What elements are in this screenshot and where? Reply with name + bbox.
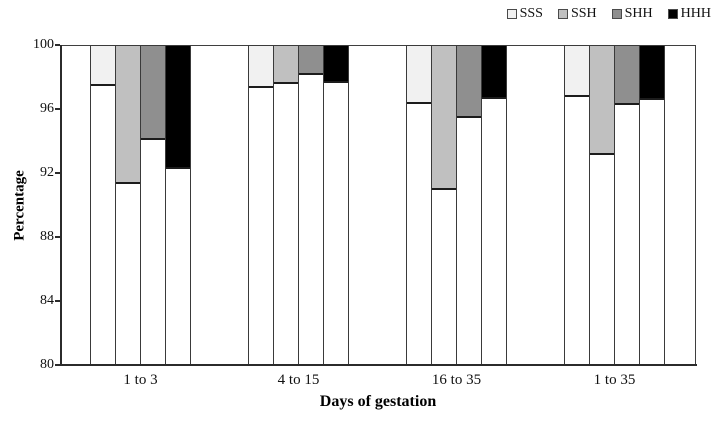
x-axis-title: Days of gestation [319,393,437,410]
bar-hhh-1-to-35 [639,45,665,366]
bar-fill-hhh [166,46,190,170]
bar-fill-shh [457,46,481,118]
bar-fill-ssh [116,46,140,184]
legend-item-shh: SHH [611,6,653,21]
y-tick-mark [55,108,60,110]
y-tick-label-80: 80 [40,357,54,372]
y-tick-mark [55,44,60,46]
legend-item-hhh: HHH [667,6,711,21]
bar-fill-sss [565,46,589,98]
x-category-label-4-to-15: 4 to 15 [277,372,320,388]
legend-swatch-icon [557,9,568,19]
bar-hhh-1-to-3 [165,45,191,366]
legend-item-ssh: SSH [557,6,597,21]
y-tick-label-92: 92 [40,165,54,180]
bar-fill-shh [299,46,323,75]
x-category-label-1-to-3: 1 to 3 [123,372,158,388]
bar-shh-1-to-35 [614,45,640,366]
bar-hhh-4-to-15 [323,45,349,366]
legend-label: SSS [519,6,543,21]
bar-ssh-1-to-35 [589,45,615,366]
bar-fill-ssh [432,46,456,190]
bar-fill-shh [615,46,639,106]
bar-shh-4-to-15 [298,45,324,366]
bar-sss-16-to-35 [406,45,432,366]
bar-sss-4-to-15 [248,45,274,366]
legend-item-sss: SSS [506,6,543,21]
bar-ssh-4-to-15 [273,45,299,366]
y-tick-mark [55,172,60,174]
x-axis-line [60,364,697,366]
bar-shh-1-to-3 [140,45,166,366]
bar-fill-hhh [640,46,664,101]
legend-label: SSH [570,6,597,21]
bar-shh-16-to-35 [456,45,482,366]
x-category-label-1-to-35: 1 to 35 [593,372,636,388]
legend-swatch-icon [506,9,517,19]
bar-fill-ssh [590,46,614,155]
bar-fill-ssh [274,46,298,85]
y-tick-mark [55,236,60,238]
y-tick-label-96: 96 [40,101,54,116]
y-tick-label-88: 88 [40,229,54,244]
plot-area [61,45,696,366]
bar-fill-shh [141,46,165,141]
y-tick-label-100: 100 [33,37,54,52]
bar-fill-sss [249,46,273,88]
bar-fill-sss [91,46,115,86]
bar-fill-hhh [324,46,348,83]
bar-sss-1-to-3 [90,45,116,366]
y-tick-mark [55,364,60,366]
y-tick-mark [55,300,60,302]
bar-fill-hhh [482,46,506,99]
bar-fill-sss [407,46,431,104]
bar-ssh-1-to-3 [115,45,141,366]
y-axis-line [60,45,62,366]
bar-hhh-16-to-35 [481,45,507,366]
x-category-label-16-to-35: 16 to 35 [431,372,482,388]
legend-label: SHH [624,6,653,21]
legend-swatch-icon [611,9,622,19]
bar-ssh-16-to-35 [431,45,457,366]
y-tick-label-84: 84 [40,293,54,308]
bar-sss-1-to-35 [564,45,590,366]
legend-swatch-icon [667,9,678,19]
legend-label: HHH [680,6,711,21]
chart-legend: SSS SSH SHH HHH [506,6,711,21]
